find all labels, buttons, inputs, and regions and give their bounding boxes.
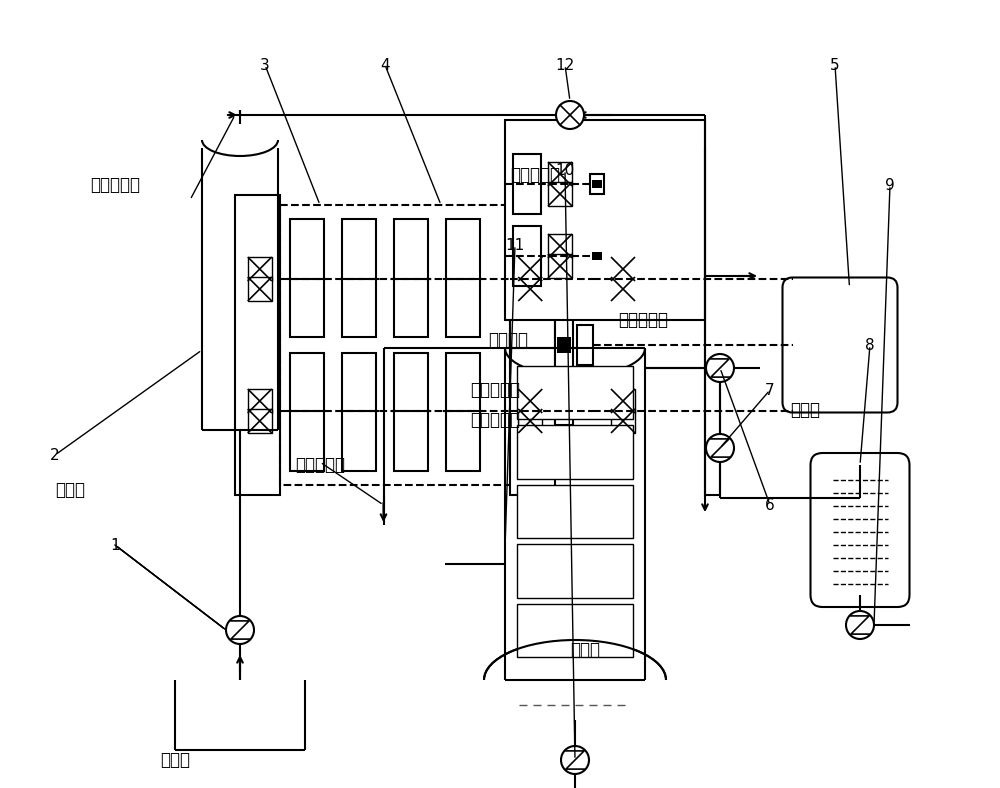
Circle shape bbox=[226, 616, 254, 644]
Text: 2: 2 bbox=[50, 448, 60, 463]
Text: 水蒸气入口: 水蒸气入口 bbox=[470, 411, 520, 429]
Bar bbox=[517, 545, 633, 597]
Bar bbox=[518, 389, 542, 413]
Bar bbox=[248, 257, 272, 281]
Bar bbox=[517, 426, 633, 479]
Bar bbox=[517, 485, 633, 538]
Bar bbox=[518, 409, 542, 433]
Bar bbox=[592, 180, 602, 188]
Bar bbox=[280, 205, 510, 485]
Text: 闪蒸器: 闪蒸器 bbox=[55, 481, 85, 499]
Text: 1: 1 bbox=[110, 537, 120, 552]
Text: 10: 10 bbox=[555, 162, 575, 177]
Bar bbox=[611, 277, 635, 301]
Circle shape bbox=[706, 434, 734, 462]
Bar bbox=[513, 226, 541, 286]
Text: 地热井: 地热井 bbox=[160, 751, 190, 769]
Bar bbox=[577, 325, 593, 365]
Bar bbox=[517, 366, 633, 419]
Text: 冷却水入口: 冷却水入口 bbox=[470, 381, 520, 399]
Text: 8: 8 bbox=[865, 337, 875, 352]
Bar bbox=[394, 219, 428, 336]
Circle shape bbox=[706, 354, 734, 382]
Bar bbox=[548, 234, 572, 258]
Text: 4: 4 bbox=[380, 58, 390, 72]
Bar bbox=[290, 219, 324, 336]
Bar bbox=[518, 277, 542, 301]
Bar bbox=[590, 174, 604, 194]
FancyBboxPatch shape bbox=[782, 277, 898, 412]
Text: 真空泵入口: 真空泵入口 bbox=[510, 166, 560, 184]
Bar bbox=[248, 409, 272, 433]
Text: 不凝气: 不凝气 bbox=[790, 401, 820, 419]
Circle shape bbox=[561, 746, 589, 774]
Bar bbox=[592, 252, 602, 260]
Bar bbox=[548, 162, 572, 186]
Text: 直排大气: 直排大气 bbox=[488, 331, 528, 349]
Bar bbox=[611, 389, 635, 413]
Bar bbox=[611, 257, 635, 281]
Bar bbox=[517, 604, 633, 657]
FancyBboxPatch shape bbox=[810, 453, 910, 607]
Circle shape bbox=[556, 101, 584, 129]
Text: 冷却水出口: 冷却水出口 bbox=[618, 311, 668, 329]
Bar bbox=[342, 353, 376, 471]
Bar bbox=[248, 277, 272, 301]
Bar bbox=[446, 353, 480, 471]
Text: 膨胀机出口: 膨胀机出口 bbox=[295, 456, 345, 474]
Text: 膨胀机入口: 膨胀机入口 bbox=[90, 176, 140, 194]
Bar bbox=[290, 353, 324, 471]
Bar bbox=[505, 120, 705, 320]
Bar bbox=[518, 257, 542, 281]
Bar bbox=[611, 409, 635, 433]
Bar bbox=[342, 219, 376, 336]
Text: 冷却水: 冷却水 bbox=[570, 641, 600, 659]
Text: 3: 3 bbox=[260, 58, 270, 72]
Text: 12: 12 bbox=[555, 58, 575, 72]
Bar bbox=[548, 254, 572, 278]
Bar bbox=[555, 265, 573, 425]
Text: 11: 11 bbox=[505, 237, 525, 252]
Text: 9: 9 bbox=[885, 177, 895, 192]
Bar bbox=[510, 195, 555, 495]
Text: 5: 5 bbox=[830, 58, 840, 72]
Bar bbox=[548, 182, 572, 206]
Bar bbox=[248, 389, 272, 413]
Bar bbox=[446, 219, 480, 336]
Text: 6: 6 bbox=[765, 497, 775, 512]
Bar bbox=[394, 353, 428, 471]
Bar bbox=[235, 195, 280, 495]
Bar bbox=[513, 154, 541, 214]
Circle shape bbox=[846, 611, 874, 639]
Bar bbox=[557, 337, 571, 353]
Text: 7: 7 bbox=[765, 382, 775, 397]
